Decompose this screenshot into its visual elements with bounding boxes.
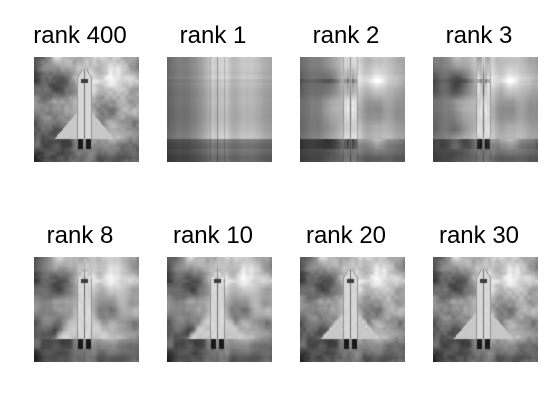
panel-rank-10: rank 10 [158,222,272,372]
shuttle-image-rank-20 [300,257,405,362]
panel-label: rank 1 [179,22,247,49]
panel-rank-8: rank 8 [25,222,139,372]
panel-label: rank 3 [445,22,513,49]
panel-label: rank 10 [172,222,254,249]
shuttle-image-rank-400 [34,57,139,162]
panel-rank-400: rank 400 [25,22,139,172]
panel-rank-2: rank 2 [291,22,405,172]
panel-rank-3: rank 3 [424,22,538,172]
panel-label: rank 8 [46,222,114,249]
panel-rank-20: rank 20 [291,222,405,372]
shuttle-image-rank-30 [433,257,538,362]
panel-rank-30: rank 30 [424,222,538,372]
shuttle-image-rank-2 [300,57,405,162]
shuttle-image-rank-10 [167,257,272,362]
panel-label: rank 2 [312,22,380,49]
panel-label: rank 400 [33,22,127,49]
panel-rank-1: rank 1 [158,22,272,172]
panel-label: rank 20 [305,222,387,249]
shuttle-image-rank-1 [167,57,272,162]
panel-label: rank 30 [438,222,520,249]
shuttle-image-rank-8 [34,257,139,362]
shuttle-image-rank-3 [433,57,538,162]
